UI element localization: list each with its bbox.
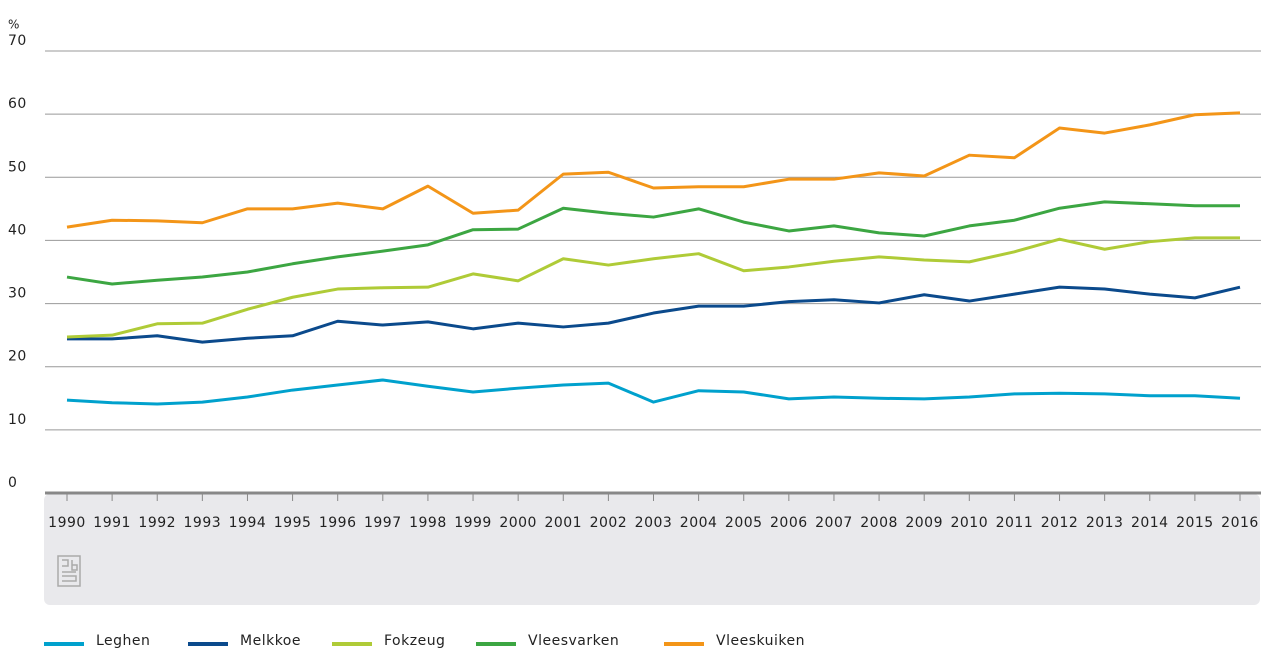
x-tick-label: 2014 xyxy=(1131,515,1169,531)
series-line xyxy=(66,111,1241,229)
x-tick-label: 2012 xyxy=(1041,515,1079,531)
x-tick-label: 1990 xyxy=(48,515,86,531)
x-tick-label: 1994 xyxy=(229,515,267,531)
x-tick-label: 2016 xyxy=(1221,515,1259,531)
x-tick-label: 2003 xyxy=(635,515,673,531)
x-tick-label: 2002 xyxy=(590,515,628,531)
x-tick-label: 2006 xyxy=(770,515,808,531)
x-axis-panel xyxy=(44,494,1260,605)
y-tick-label: 60 xyxy=(8,96,27,112)
y-unit: % xyxy=(8,18,20,32)
x-tick-label: 2008 xyxy=(860,515,898,531)
x-tick-label: 1996 xyxy=(319,515,357,531)
legend-label: Vleesvarken xyxy=(528,633,619,649)
x-tick-label: 1999 xyxy=(454,515,492,531)
x-tick-label: 2011 xyxy=(996,515,1034,531)
series-line xyxy=(66,378,1241,406)
x-tick-label: 2010 xyxy=(950,515,988,531)
x-tick-label: 2009 xyxy=(905,515,943,531)
x-tick-label: 2001 xyxy=(544,515,582,531)
x-tick-label: 1993 xyxy=(184,515,222,531)
legend-label: Melkkoe xyxy=(240,633,301,649)
y-tick-label: 40 xyxy=(8,222,27,238)
x-tick-label: 2007 xyxy=(815,515,853,531)
series-line xyxy=(66,200,1240,286)
x-tick-label: 2000 xyxy=(499,515,537,531)
x-tick-label: 1992 xyxy=(138,515,176,531)
y-tick-label: 50 xyxy=(8,159,27,175)
x-tick-label: 2013 xyxy=(1086,515,1124,531)
logo xyxy=(57,555,81,587)
x-tick-label: 1997 xyxy=(364,515,402,531)
series-line xyxy=(66,236,1240,339)
legend-label: Vleeskuiken xyxy=(716,633,805,649)
legend-label: Leghen xyxy=(96,633,150,649)
y-tick-label: 0 xyxy=(8,475,17,491)
y-tick-label: 30 xyxy=(8,286,27,302)
x-tick-label: 2015 xyxy=(1176,515,1214,531)
x-tick-label: 1998 xyxy=(409,515,447,531)
x-tick-label: 1995 xyxy=(274,515,312,531)
series-line xyxy=(67,285,1241,344)
x-tick-label: 2004 xyxy=(680,515,718,531)
x-tick-label: 2005 xyxy=(725,515,763,531)
x-tick-label: 1991 xyxy=(93,515,131,531)
y-tick-label: 20 xyxy=(8,349,27,365)
legend-label: Fokzeug xyxy=(384,633,445,649)
y-tick-label: 70 xyxy=(8,33,27,49)
y-tick-label: 10 xyxy=(8,412,27,428)
